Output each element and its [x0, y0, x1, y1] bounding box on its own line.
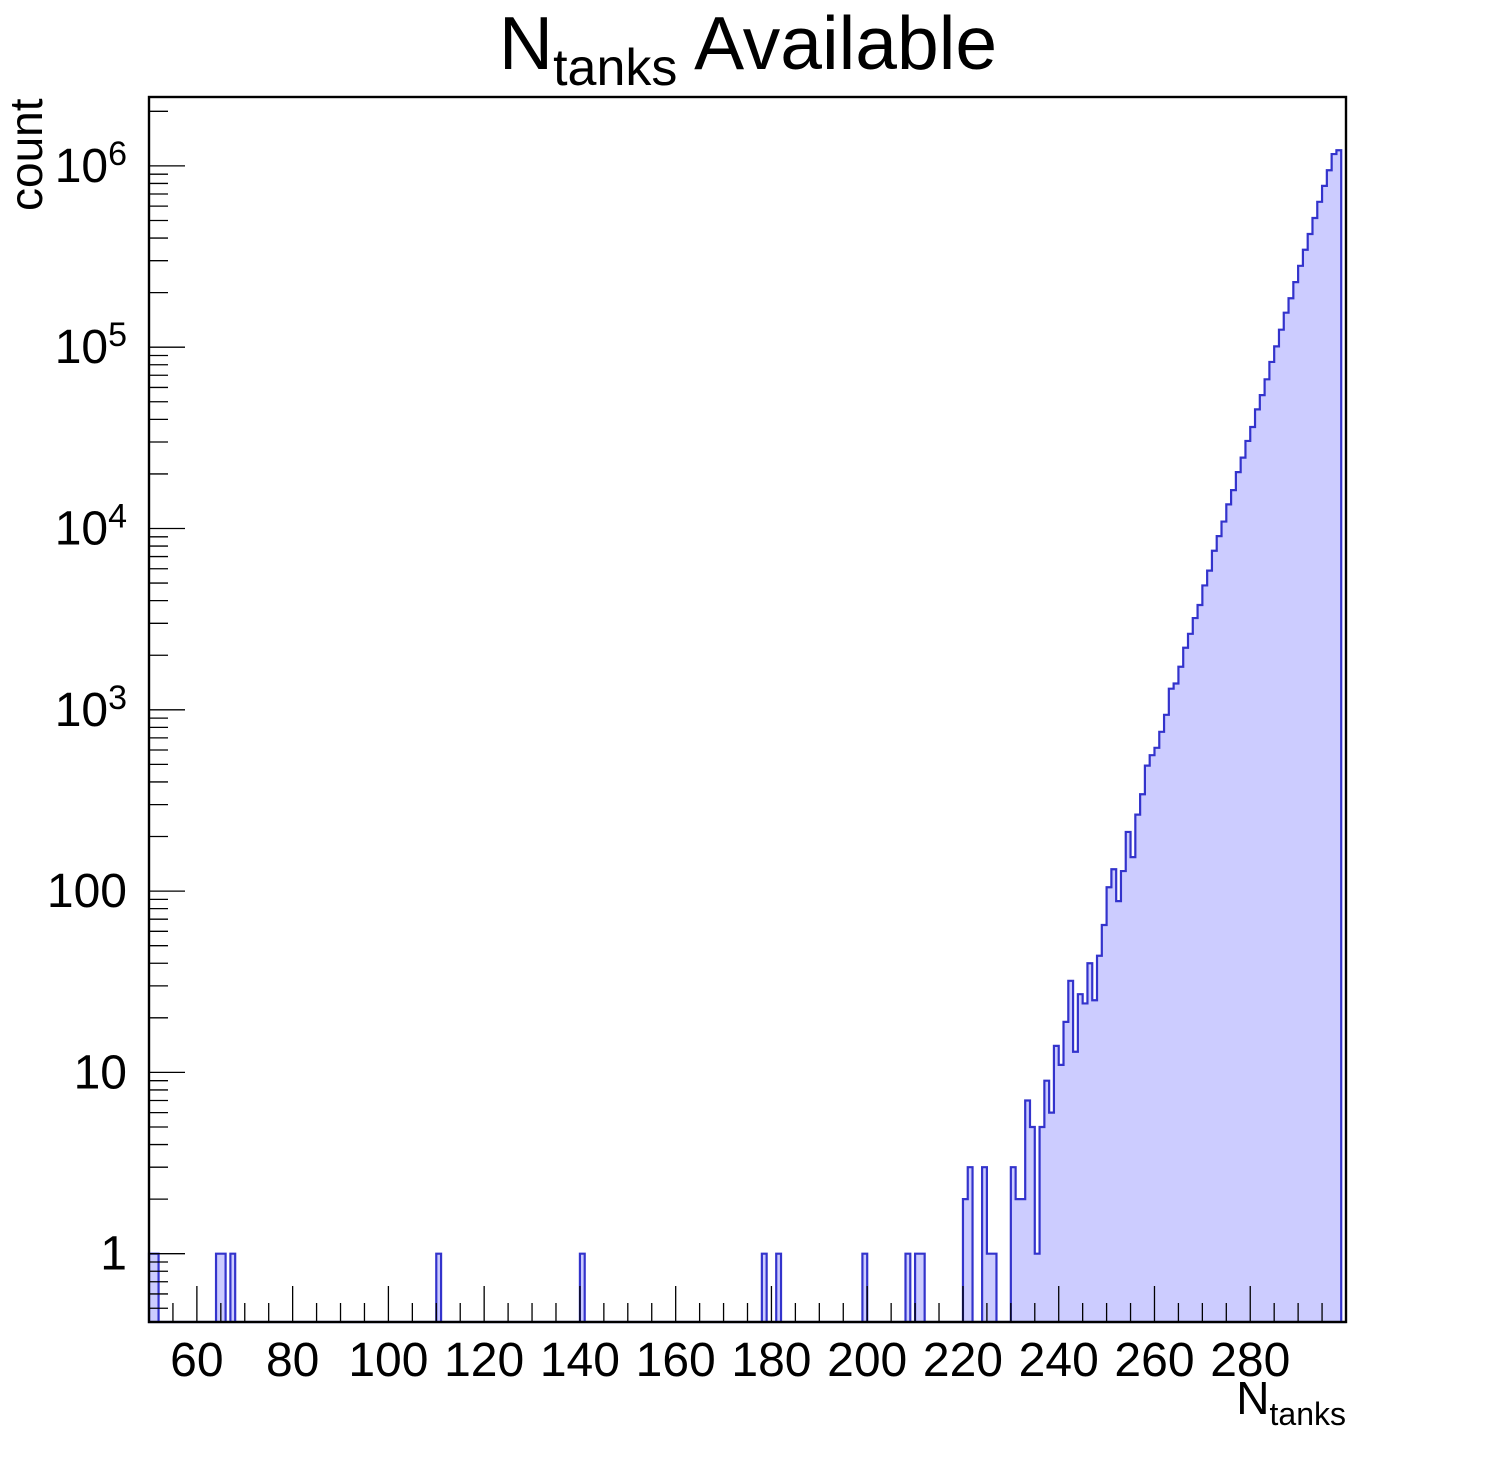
svg-text:100: 100 — [348, 1334, 428, 1387]
svg-text:80: 80 — [266, 1334, 319, 1387]
svg-text:260: 260 — [1114, 1334, 1194, 1387]
svg-text:60: 60 — [170, 1334, 223, 1387]
svg-text:120: 120 — [444, 1334, 524, 1387]
svg-text:count: count — [0, 98, 52, 211]
svg-text:100: 100 — [47, 865, 127, 918]
svg-text:200: 200 — [827, 1334, 907, 1387]
svg-text:180: 180 — [731, 1334, 811, 1387]
svg-text:10: 10 — [74, 1046, 127, 1099]
svg-text:1: 1 — [100, 1228, 127, 1281]
svg-text:220: 220 — [923, 1334, 1003, 1387]
svg-text:160: 160 — [636, 1334, 716, 1387]
svg-text:140: 140 — [540, 1334, 620, 1387]
svg-text:240: 240 — [1019, 1334, 1099, 1387]
